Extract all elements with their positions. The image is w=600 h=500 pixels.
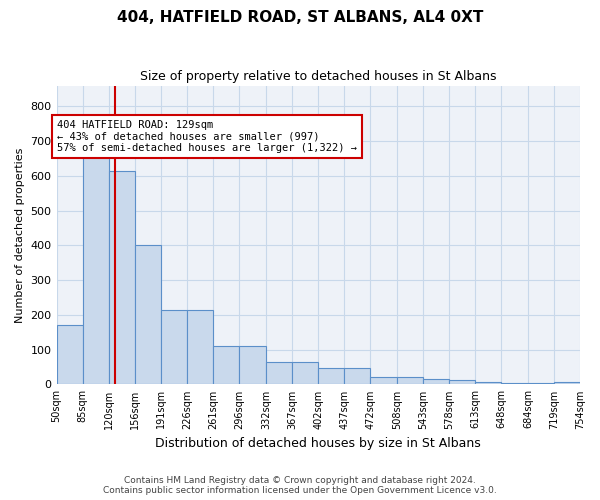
Title: Size of property relative to detached houses in St Albans: Size of property relative to detached ho… <box>140 70 497 83</box>
Bar <box>187 310 214 384</box>
Bar <box>318 368 344 384</box>
Text: 404 HATFIELD ROAD: 129sqm
← 43% of detached houses are smaller (997)
57% of semi: 404 HATFIELD ROAD: 129sqm ← 43% of detac… <box>57 120 357 153</box>
Bar <box>266 362 292 384</box>
Bar <box>214 346 239 385</box>
Bar <box>109 170 136 384</box>
Bar <box>397 378 423 384</box>
Bar <box>344 368 370 384</box>
Bar <box>501 382 528 384</box>
Bar <box>370 378 397 384</box>
Bar <box>449 380 475 384</box>
Bar <box>292 362 318 384</box>
Text: 404, HATFIELD ROAD, ST ALBANS, AL4 0XT: 404, HATFIELD ROAD, ST ALBANS, AL4 0XT <box>117 10 483 25</box>
Bar <box>475 382 501 384</box>
Bar <box>83 155 109 384</box>
Text: Contains HM Land Registry data © Crown copyright and database right 2024.
Contai: Contains HM Land Registry data © Crown c… <box>103 476 497 495</box>
Bar <box>56 326 83 384</box>
X-axis label: Distribution of detached houses by size in St Albans: Distribution of detached houses by size … <box>155 437 481 450</box>
Bar <box>554 382 580 384</box>
Bar <box>423 379 449 384</box>
Y-axis label: Number of detached properties: Number of detached properties <box>15 148 25 322</box>
Bar <box>136 246 161 384</box>
Bar <box>528 382 554 384</box>
Bar <box>161 310 187 384</box>
Bar <box>239 346 266 385</box>
